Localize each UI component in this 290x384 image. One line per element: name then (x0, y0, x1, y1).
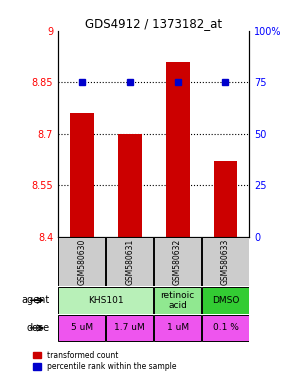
Text: GSM580632: GSM580632 (173, 238, 182, 285)
FancyBboxPatch shape (202, 287, 249, 314)
FancyBboxPatch shape (106, 237, 153, 286)
Text: GSM580631: GSM580631 (125, 238, 134, 285)
Bar (213, 161, 238, 237)
Text: 0.1 %: 0.1 % (213, 323, 238, 333)
FancyBboxPatch shape (59, 287, 153, 314)
Text: GSM580630: GSM580630 (77, 238, 86, 285)
Text: DMSO: DMSO (212, 296, 239, 305)
FancyBboxPatch shape (202, 314, 249, 341)
FancyBboxPatch shape (202, 237, 249, 286)
FancyBboxPatch shape (154, 314, 201, 341)
Text: 1 uM: 1 uM (166, 323, 189, 333)
Text: retinoic
acid: retinoic acid (160, 291, 195, 310)
Bar (70, 113, 94, 237)
Bar (166, 61, 190, 237)
FancyBboxPatch shape (154, 287, 201, 314)
FancyBboxPatch shape (59, 237, 105, 286)
Title: GDS4912 / 1373182_at: GDS4912 / 1373182_at (85, 17, 222, 30)
Text: GSM580633: GSM580633 (221, 238, 230, 285)
Text: 1.7 uM: 1.7 uM (114, 323, 145, 333)
Bar (118, 134, 142, 237)
Text: KHS101: KHS101 (88, 296, 124, 305)
FancyBboxPatch shape (106, 314, 153, 341)
FancyBboxPatch shape (59, 314, 105, 341)
Text: 5 uM: 5 uM (71, 323, 93, 333)
Text: dose: dose (26, 323, 49, 333)
Text: agent: agent (21, 295, 49, 305)
FancyBboxPatch shape (154, 237, 201, 286)
Legend: transformed count, percentile rank within the sample: transformed count, percentile rank withi… (31, 349, 178, 372)
